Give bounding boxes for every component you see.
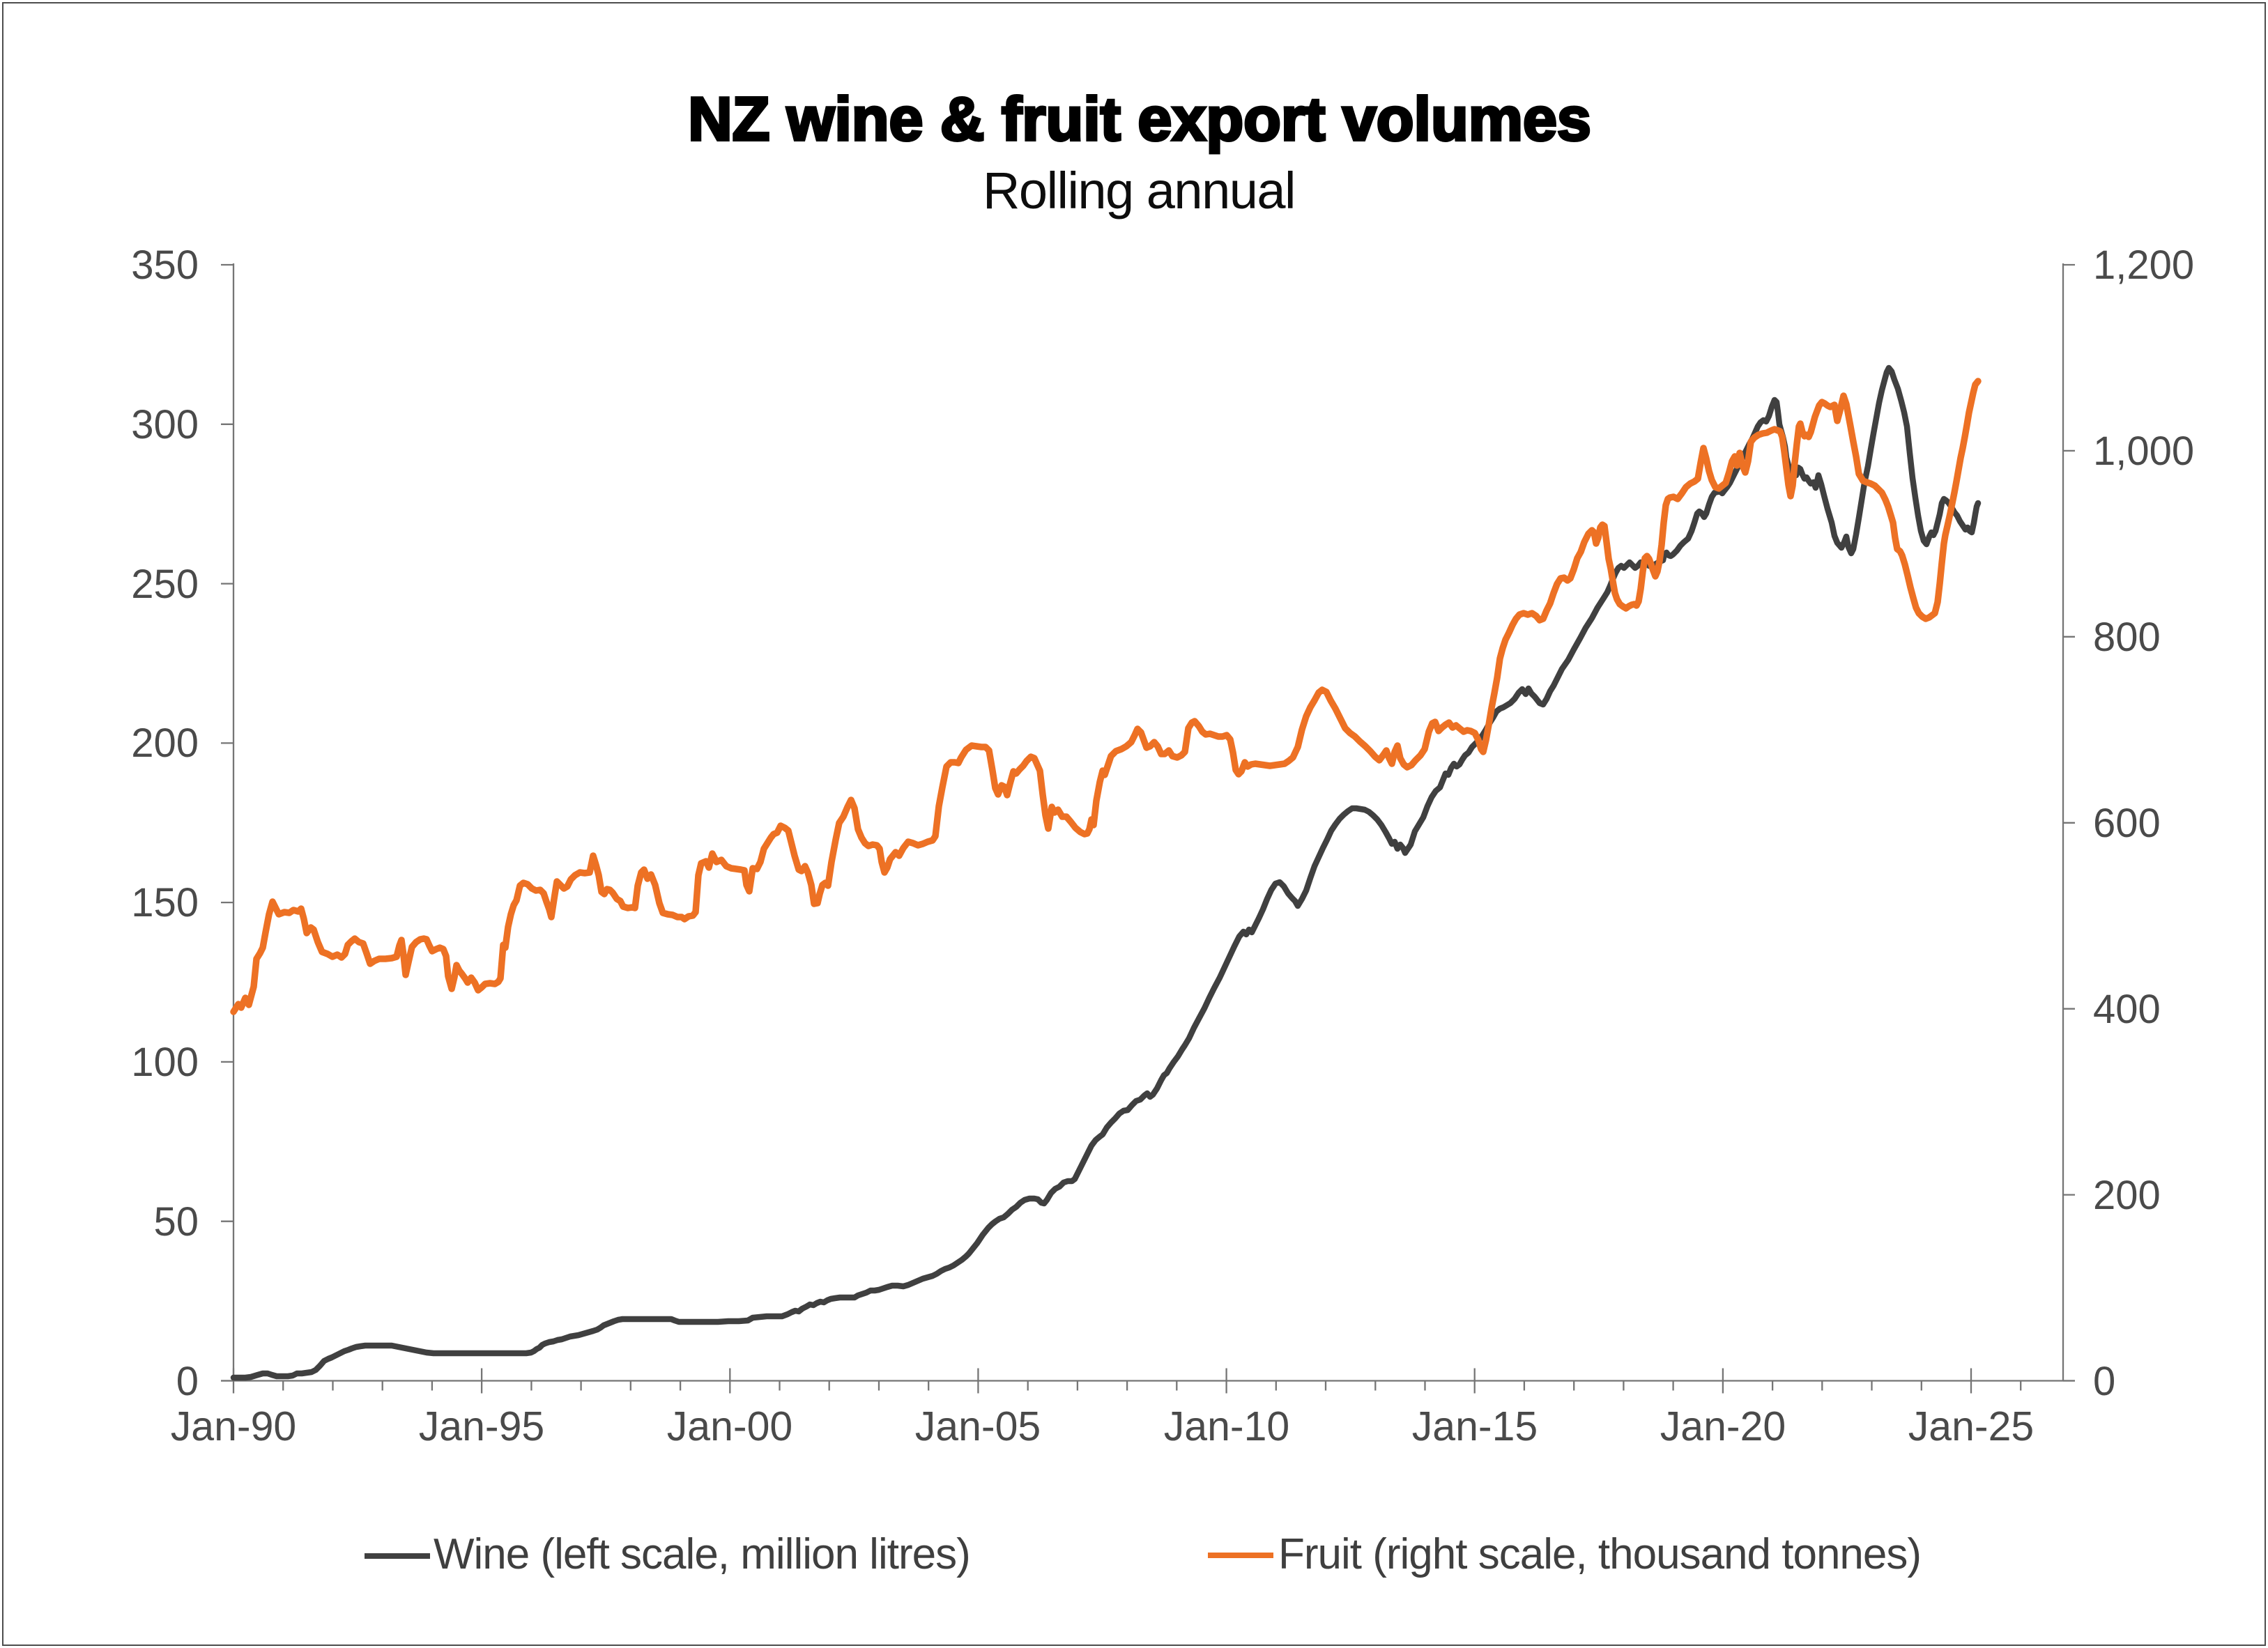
svg-text:150: 150 (131, 880, 199, 925)
svg-text:1,000: 1,000 (2093, 429, 2194, 474)
svg-text:0: 0 (176, 1359, 199, 1404)
svg-text:Rolling annual: Rolling annual (983, 162, 1295, 220)
svg-text:400: 400 (2093, 987, 2161, 1032)
svg-text:NZ wine & fruit export volumes: NZ wine & fruit export volumes (688, 84, 1591, 153)
svg-text:Jan-25: Jan-25 (1908, 1403, 2034, 1449)
svg-text:Wine (left scale, million litr: Wine (left scale, million litres) (434, 1530, 970, 1578)
svg-text:Jan-20: Jan-20 (1660, 1403, 1786, 1449)
svg-text:Jan-95: Jan-95 (419, 1403, 544, 1449)
svg-text:1,200: 1,200 (2093, 242, 2194, 288)
svg-text:250: 250 (131, 562, 199, 607)
svg-text:0: 0 (2093, 1359, 2115, 1404)
svg-text:200: 200 (131, 721, 199, 766)
svg-text:50: 50 (153, 1199, 199, 1245)
svg-text:200: 200 (2093, 1173, 2161, 1218)
svg-text:300: 300 (131, 402, 199, 447)
svg-text:800: 800 (2093, 615, 2161, 660)
svg-text:Fruit (right scale, thousand t: Fruit (right scale, thousand tonnes) (1278, 1530, 1921, 1578)
svg-text:100: 100 (131, 1040, 199, 1085)
svg-text:Jan-15: Jan-15 (1412, 1403, 1538, 1449)
svg-text:Jan-05: Jan-05 (915, 1403, 1041, 1449)
svg-text:Jan-90: Jan-90 (171, 1403, 296, 1449)
svg-text:Jan-10: Jan-10 (1164, 1403, 1289, 1449)
svg-text:Jan-00: Jan-00 (667, 1403, 792, 1449)
svg-text:600: 600 (2093, 801, 2161, 846)
svg-text:350: 350 (131, 242, 199, 288)
